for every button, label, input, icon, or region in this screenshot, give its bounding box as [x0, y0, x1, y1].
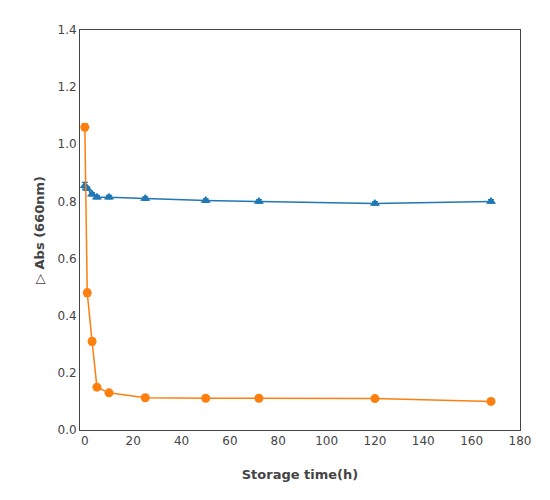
- svg-text:160: 160: [460, 434, 483, 448]
- svg-text:140: 140: [412, 434, 435, 448]
- svg-text:Storage time(h): Storage time(h): [242, 467, 359, 482]
- svg-text:0.6: 0.6: [58, 252, 77, 266]
- svg-text:60: 60: [222, 434, 237, 448]
- svg-text:40: 40: [174, 434, 189, 448]
- svg-text:0: 0: [81, 434, 89, 448]
- svg-text:80: 80: [271, 434, 286, 448]
- svg-text:1.2: 1.2: [58, 80, 77, 94]
- svg-text:▷ Abs (660nm): ▷ Abs (660nm): [32, 176, 47, 284]
- svg-text:1.4: 1.4: [58, 23, 77, 37]
- svg-text:0.0: 0.0: [58, 423, 77, 437]
- svg-text:0.4: 0.4: [58, 309, 77, 323]
- svg-text:1.0: 1.0: [58, 137, 77, 151]
- svg-text:100: 100: [315, 434, 338, 448]
- svg-text:20: 20: [126, 434, 141, 448]
- svg-text:180: 180: [509, 434, 532, 448]
- svg-text:0.2: 0.2: [58, 366, 77, 380]
- svg-text:0.8: 0.8: [58, 195, 77, 209]
- svg-text:120: 120: [363, 434, 386, 448]
